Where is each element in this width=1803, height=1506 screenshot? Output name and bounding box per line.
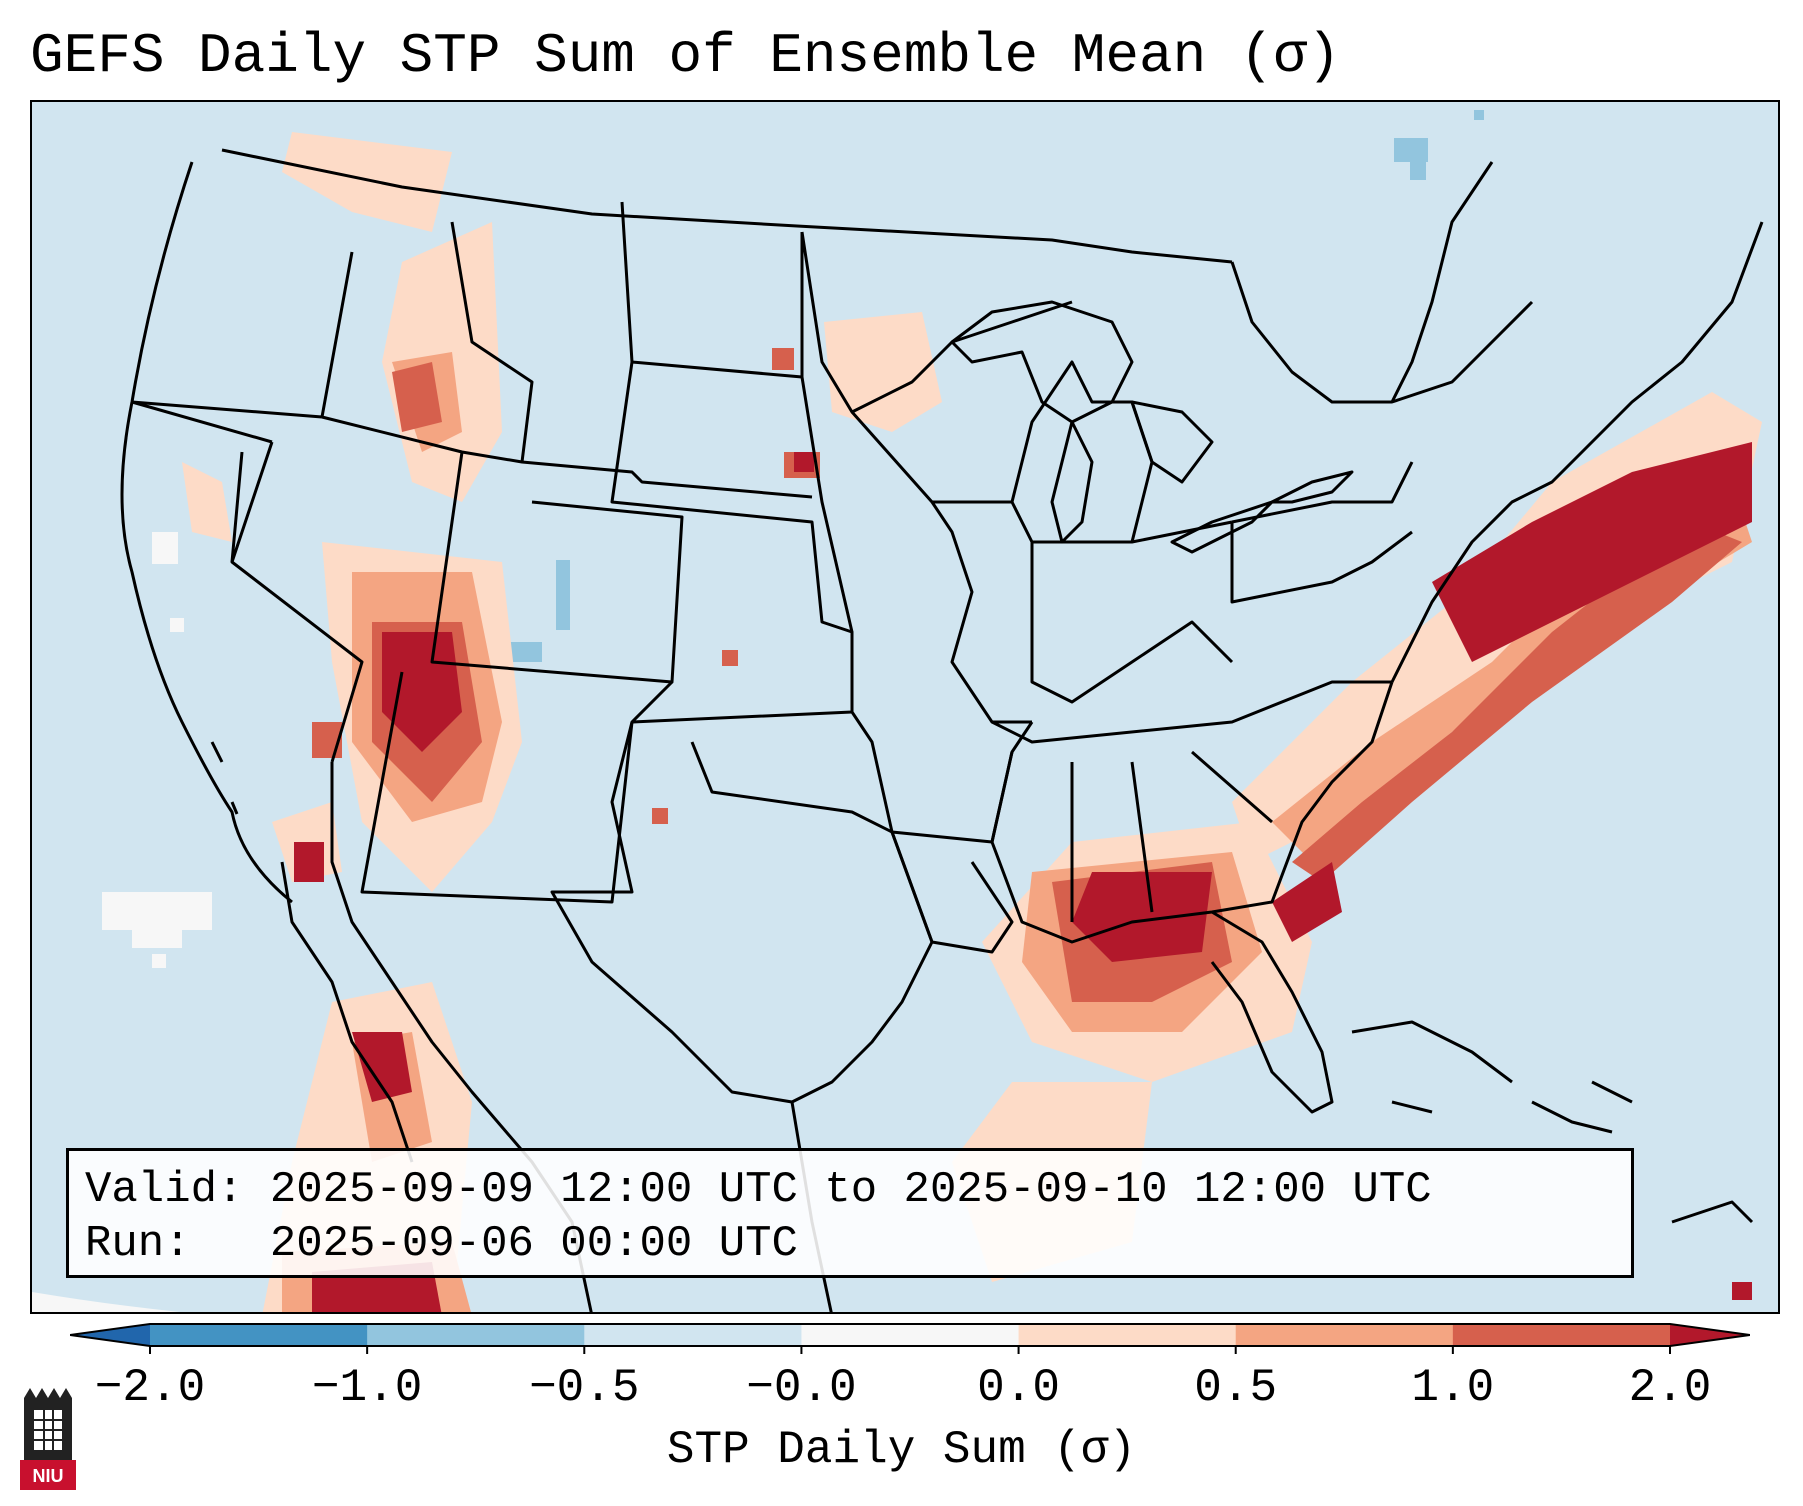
- niu-logo: NIU: [20, 1388, 76, 1490]
- colorbar-tick-label: 0.5: [1194, 1362, 1278, 1414]
- colorbar-segments: [70, 1323, 1750, 1354]
- valid-run-info-box: Valid: 2025-09-09 12:00 UTC to 2025-09-1…: [66, 1148, 1634, 1278]
- valid-time-range: 2025-09-09 12:00 UTC to 2025-09-10 12:00…: [269, 1165, 1432, 1215]
- colorbar-segment: [584, 1324, 802, 1346]
- valid-label: Valid:: [85, 1165, 244, 1215]
- colorbar-tick-label: −0.5: [529, 1362, 640, 1414]
- map-canvas: [32, 110, 1764, 1312]
- colorbar-segment: [801, 1324, 1020, 1346]
- logo-banner: [20, 1460, 76, 1490]
- colorbar-segment: [1452, 1324, 1671, 1346]
- colorbar-tick-label: −2.0: [94, 1362, 206, 1414]
- positive-extreme-patches: [294, 442, 1752, 1312]
- colorbar-tick-label: 1.0: [1411, 1362, 1495, 1414]
- colorbar-segment: [1018, 1324, 1237, 1346]
- colorbar-extend-low: [70, 1324, 150, 1346]
- colorbar-tick-label: 0.0: [977, 1362, 1060, 1414]
- colorbar-segment: [1235, 1324, 1454, 1346]
- logo-text: NIU: [33, 1466, 64, 1486]
- colorbar-tick-label: 2.0: [1628, 1362, 1712, 1414]
- map-title: GEFS Daily STP Sum of Ensemble Mean (σ): [30, 24, 1341, 88]
- no-data-patches: [32, 532, 212, 1312]
- map-panel[interactable]: [30, 100, 1780, 1314]
- run-time: 2025-09-06 00:00 UTC: [269, 1219, 798, 1269]
- run-label: Run:: [85, 1219, 191, 1269]
- colorbar-segment: [367, 1324, 585, 1346]
- colorbar-segment: [150, 1324, 368, 1346]
- colorbar-label: STP Daily Sum (σ): [666, 1424, 1137, 1476]
- colorbar: [70, 1323, 1750, 1354]
- negative-patches: [502, 110, 1484, 662]
- map-lines: [120, 148, 1764, 1312]
- colorbar-tick-label: −1.0: [311, 1362, 423, 1414]
- colorbar-extend-high: [1670, 1324, 1750, 1346]
- colorbar-tick-label: −0.0: [746, 1362, 857, 1414]
